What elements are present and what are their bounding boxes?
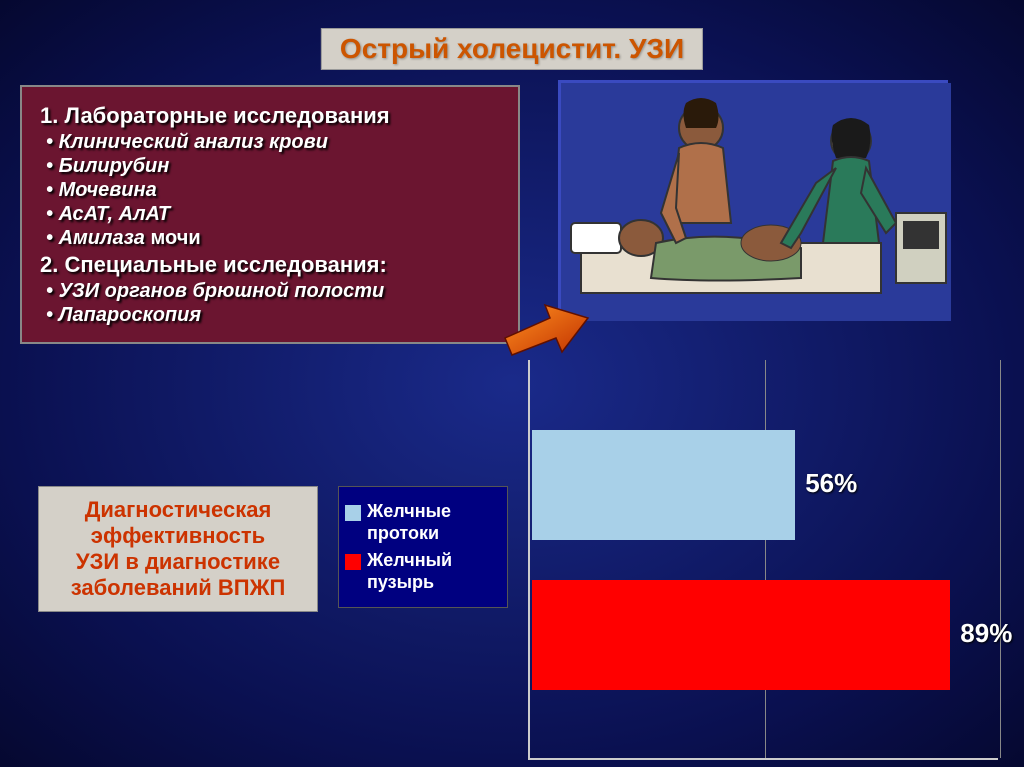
list-item: Лапароскопия (46, 304, 500, 327)
list-item: Клинический анализ крови (46, 131, 500, 154)
legend-swatch (345, 554, 361, 570)
list-item: АсАТ, АлАТ (46, 203, 500, 226)
chart-bar (532, 430, 795, 540)
list-item: Амилаза мочи (46, 227, 500, 250)
legend-swatch (345, 505, 361, 521)
chart-bar (532, 580, 950, 690)
chart-gridline (765, 360, 766, 758)
bar-value-label: 89% (960, 618, 1012, 649)
chart-plot-area: 56%89% (528, 360, 998, 760)
ultrasound-illustration (558, 80, 948, 318)
list-heading-2: 2. Специальные исследования: (40, 252, 500, 278)
diag-line: Диагностическая (49, 497, 307, 523)
chart-gridline (1000, 360, 1001, 758)
chart-legend: Желчные протоки Желчный пузырь (338, 486, 508, 608)
list-item: Мочевина (46, 179, 500, 202)
diag-line: УЗИ в диагностике (49, 549, 307, 575)
research-list-box: 1. Лабораторные исследования Клинический… (20, 85, 520, 344)
bar-value-label: 56% (805, 468, 857, 499)
diag-line: заболеваний ВПЖП (49, 575, 307, 601)
list-item: УЗИ органов брюшной полости (46, 280, 500, 303)
list-item: Билирубин (46, 155, 500, 178)
list-heading-1: 1. Лабораторные исследования (40, 103, 500, 129)
bar-chart: 56%89% (528, 360, 998, 760)
slide-title: Острый холецистит. УЗИ (321, 28, 703, 70)
legend-item: Желчные протоки (345, 501, 501, 544)
arrow-icon (500, 300, 590, 360)
legend-label: Желчный пузырь (367, 550, 501, 593)
diag-line: эффективность (49, 523, 307, 549)
legend-item: Желчный пузырь (345, 550, 501, 593)
diagnostic-efficiency-box: Диагностическая эффективность УЗИ в диаг… (38, 486, 318, 612)
legend-label: Желчные протоки (367, 501, 501, 544)
